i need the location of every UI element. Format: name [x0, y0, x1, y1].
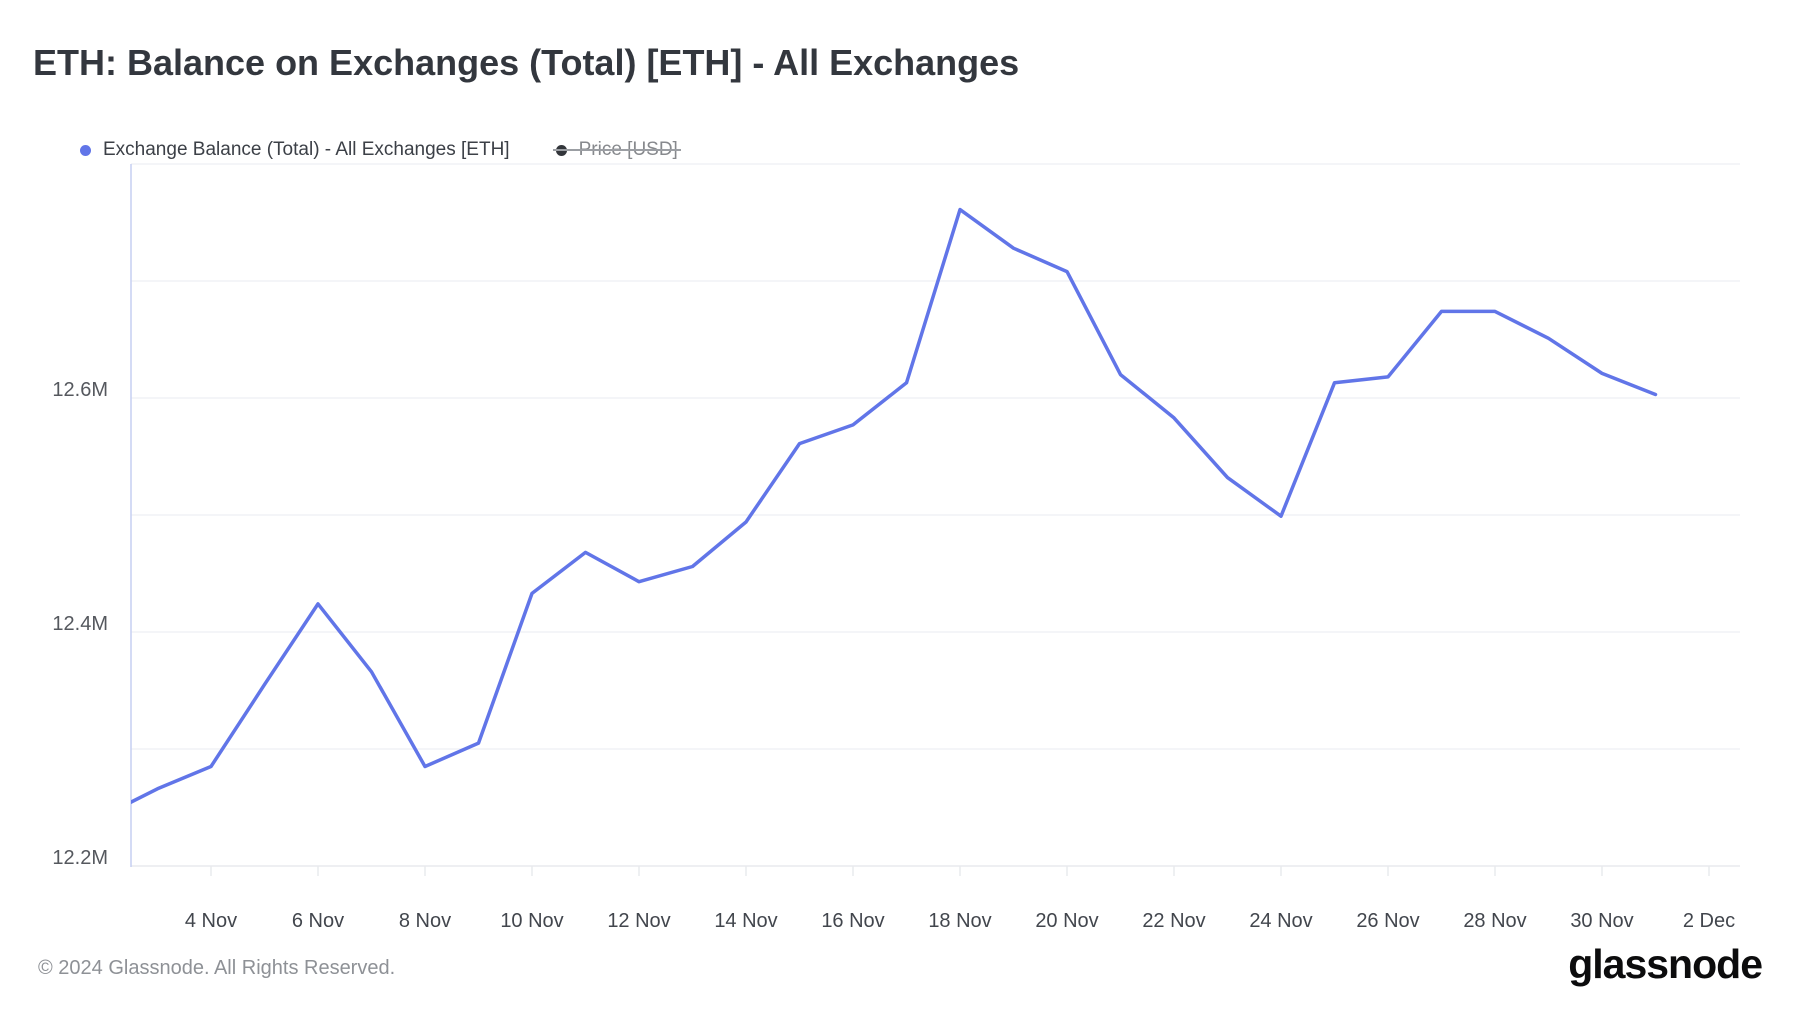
legend-item-exchange-balance[interactable]: Exchange Balance (Total) - All Exchanges… [80, 139, 510, 161]
chart-legend: Exchange Balance (Total) - All Exchanges… [80, 139, 682, 161]
x-axis-label: 18 Nov [928, 910, 992, 932]
x-axis-label: 28 Nov [1463, 910, 1527, 932]
copyright-text: © 2024 Glassnode. All Rights Reserved. [38, 957, 396, 979]
y-axis-label: 12.4M [52, 613, 108, 635]
balance-series-line [131, 207, 1658, 805]
x-axis-label: 20 Nov [1035, 910, 1099, 932]
x-axis-label: 6 Nov [291, 910, 345, 932]
x-axis-label: 26 Nov [1356, 910, 1420, 932]
page-title: ETH: Balance on Exchanges (Total) [ETH] … [33, 42, 1020, 83]
x-axis-label: 2 Dec [1682, 910, 1736, 932]
x-axis-label: 16 Nov [821, 910, 885, 932]
x-axis-label: 24 Nov [1249, 910, 1313, 932]
x-axis-label: 8 Nov [398, 910, 452, 932]
glassnode-logo: glassnode [1568, 941, 1763, 987]
x-axis-label: 12 Nov [607, 910, 671, 932]
x-axis-label: 22 Nov [1142, 910, 1206, 932]
legend-item-label: Exchange Balance (Total) - All Exchanges… [103, 139, 510, 160]
series-dot-icon [80, 144, 91, 156]
x-axis-label: 4 Nov [184, 910, 238, 932]
legend-item-price-usd[interactable]: Price [USD] [552, 139, 682, 161]
y-axis-label: 12.6M [52, 379, 108, 401]
x-axis-label: 14 Nov [714, 910, 778, 932]
y-axis-label: 12.2M [52, 847, 108, 869]
x-axis-label: 10 Nov [500, 910, 564, 932]
x-axis-label: 30 Nov [1570, 910, 1634, 932]
